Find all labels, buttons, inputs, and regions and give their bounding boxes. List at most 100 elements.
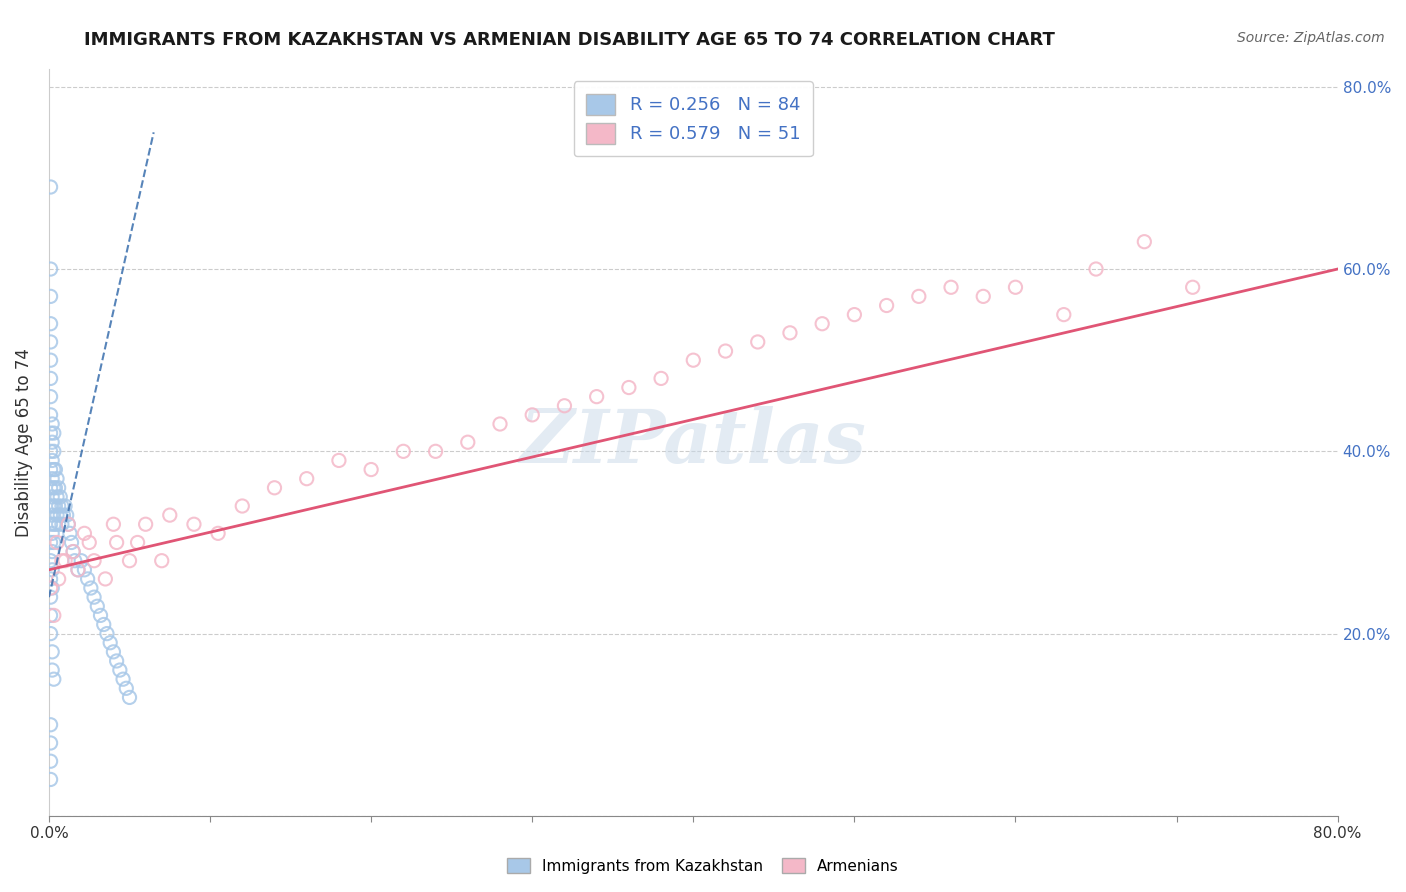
Point [522,408,544,422]
Point [112,672,135,686]
Point [42,517,65,532]
Point [39,426,62,441]
Point [231,499,253,513]
Point [41,645,63,659]
Point [83,590,105,604]
Point [105,654,128,668]
Point [51,554,73,568]
Point [39,608,62,623]
Point [39,535,62,549]
Point [48,572,70,586]
Point [39,572,62,586]
Point [39,754,62,768]
Point [39,517,62,532]
Point [49,508,72,522]
Point [42,444,65,458]
Point [58,517,80,532]
Point [41,581,63,595]
Point [328,453,350,467]
Point [39,353,62,368]
Point [76,572,98,586]
Point [41,472,63,486]
Point [41,417,63,431]
Point [1181,280,1204,294]
Point [392,444,415,458]
Point [73,563,96,577]
Point [44,481,66,495]
Text: IMMIGRANTS FROM KAZAKHSTAN VS ARMENIAN DISABILITY AGE 65 TO 74 CORRELATION CHART: IMMIGRANTS FROM KAZAKHSTAN VS ARMENIAN D… [84,31,1056,49]
Point [83,554,105,568]
Point [150,554,173,568]
Point [39,554,62,568]
Point [44,517,66,532]
Point [42,462,65,476]
Point [127,535,149,549]
Point [80,581,103,595]
Point [118,690,141,705]
Point [41,453,63,467]
Point [59,526,82,541]
Point [52,508,75,522]
Point [49,490,72,504]
Point [714,344,737,359]
Point [39,626,62,640]
Point [48,499,70,513]
Point [876,298,898,312]
Point [908,289,931,303]
Point [46,535,69,549]
Point [94,572,117,586]
Point [295,472,318,486]
Point [1053,308,1076,322]
Point [42,426,65,441]
Point [39,772,62,787]
Point [53,499,76,513]
Point [39,481,62,495]
Point [41,563,63,577]
Point [844,308,866,322]
Point [63,554,86,568]
Point [42,608,65,623]
Point [60,535,83,549]
Point [48,481,70,495]
Point [360,462,382,476]
Point [46,490,69,504]
Point [96,626,118,640]
Point [48,517,70,532]
Point [42,672,65,686]
Point [585,390,607,404]
Point [44,499,66,513]
Point [42,535,65,549]
Point [41,526,63,541]
Point [62,544,84,558]
Point [46,472,69,486]
Point [263,481,285,495]
Point [103,645,125,659]
Point [811,317,834,331]
Point [86,599,108,614]
Point [617,380,640,394]
Point [39,390,62,404]
Point [105,535,128,549]
Point [115,681,138,696]
Point [77,535,100,549]
Legend: R = 0.256   N = 84, R = 0.579   N = 51: R = 0.256 N = 84, R = 0.579 N = 51 [574,81,813,156]
Point [41,508,63,522]
Point [39,590,62,604]
Legend: Immigrants from Kazakhstan, Armenians: Immigrants from Kazakhstan, Armenians [501,852,905,880]
Point [41,490,63,504]
Point [1004,280,1026,294]
Point [39,334,62,349]
Point [39,736,62,750]
Point [39,462,62,476]
Point [41,435,63,450]
Point [62,544,84,558]
Point [747,334,769,349]
Point [425,444,447,458]
Point [51,499,73,513]
Point [103,517,125,532]
Point [118,554,141,568]
Point [1085,262,1108,277]
Point [42,481,65,495]
Point [39,408,62,422]
Point [183,517,205,532]
